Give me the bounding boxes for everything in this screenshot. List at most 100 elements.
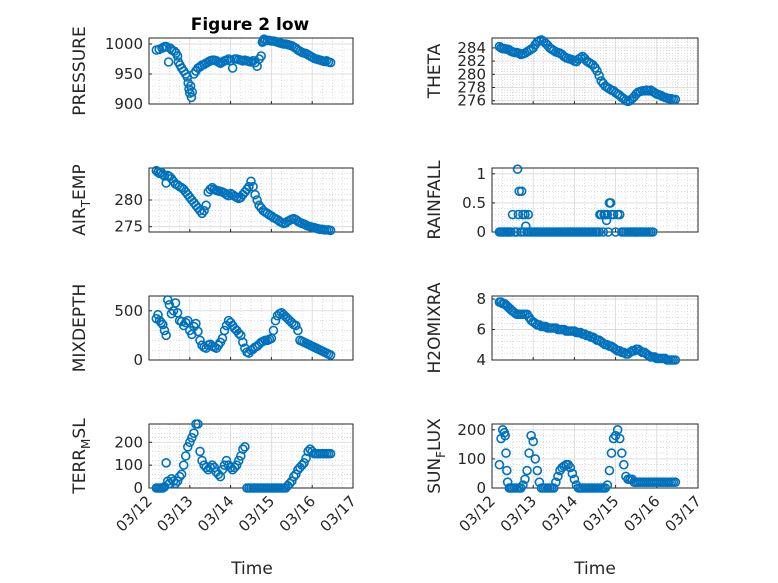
y-axis-label: TERRMSL [70, 418, 93, 495]
x-tick-label: 03/16 [276, 492, 319, 535]
data-point [291, 469, 301, 480]
data-point [193, 326, 203, 337]
data-point [532, 465, 543, 476]
data-point [325, 225, 336, 236]
data-point [187, 432, 197, 443]
data-point [158, 319, 168, 330]
data-point [548, 483, 559, 493]
axes-box [148, 37, 354, 105]
y-tick-label: 0 [476, 223, 486, 241]
data-point [518, 480, 528, 490]
data-point [207, 460, 218, 470]
data-point [195, 446, 205, 457]
data-point [250, 189, 260, 200]
y-tick-label: 284 [457, 39, 486, 57]
data-point [619, 459, 629, 470]
data-point [289, 471, 299, 482]
data-point [153, 309, 163, 320]
axes-box [148, 295, 354, 361]
x-tick-label: 03/12 [456, 492, 499, 535]
y-tick-label: 0.5 [462, 194, 486, 212]
x-tick-label: 03/15 [579, 492, 622, 535]
data-point [244, 181, 254, 192]
plot-area [491, 167, 699, 233]
y-tick-label: 6 [476, 321, 486, 339]
plot-area [491, 295, 699, 361]
data-point [534, 320, 545, 330]
data-point [219, 325, 230, 336]
data-point [569, 474, 580, 485]
data-point [506, 227, 516, 237]
y-tick-label: 100 [114, 456, 143, 474]
data-point [559, 461, 569, 471]
y-tick-label: 1 [476, 165, 486, 183]
data-point [180, 451, 191, 461]
data-point [268, 325, 279, 336]
data-point [176, 469, 187, 480]
data-point [233, 328, 244, 339]
y-tick-label: 4 [476, 351, 486, 369]
data-point [325, 448, 336, 459]
data-point [252, 195, 262, 205]
data-point [670, 355, 681, 365]
data-point [507, 209, 518, 220]
y-tick-label: 276 [457, 92, 486, 110]
data-point [604, 465, 615, 476]
y-tick-label: 275 [114, 218, 143, 236]
data-point [553, 471, 563, 482]
y-tick-label: 500 [114, 302, 143, 320]
data-point [195, 335, 205, 346]
data-point [238, 337, 248, 348]
data-point [520, 474, 530, 485]
y-tick-label: 1000 [105, 35, 143, 53]
data-point [606, 448, 617, 458]
y-axis-label: PRESSURE [70, 26, 90, 115]
data-point [161, 458, 171, 468]
data-point [219, 460, 230, 470]
data-point [240, 442, 250, 452]
data-point [522, 465, 532, 476]
data-point [197, 208, 207, 219]
x-axis-label-left: Time [230, 559, 273, 579]
data-point [594, 70, 604, 81]
data-point [614, 209, 625, 220]
x-tick-label: 03/14 [194, 492, 237, 535]
y-tick-label: 200 [457, 421, 486, 439]
data-point [233, 455, 244, 466]
y-tick-label: 900 [114, 95, 143, 113]
y-axis-label: H2OMIXRA [425, 282, 445, 373]
data-point [293, 325, 303, 336]
x-tick-label: 03/14 [538, 492, 581, 535]
x-tick-label: 03/15 [235, 492, 278, 535]
data-point [270, 315, 281, 326]
data-point [530, 454, 541, 464]
data-point [193, 419, 203, 429]
data-point [500, 430, 510, 441]
data-point [516, 186, 527, 197]
data-point [612, 425, 623, 435]
y-axis-label: MIXDEPTH [70, 284, 90, 373]
axes-box [148, 167, 354, 233]
data-point [325, 350, 336, 360]
data-point [523, 209, 534, 220]
data-point [608, 209, 619, 220]
x-tick-label: 03/13 [497, 492, 540, 535]
y-tick-label: 280 [114, 191, 143, 209]
x-tick-label: 03/16 [620, 492, 663, 535]
data-point [494, 459, 505, 470]
data-point [528, 436, 539, 447]
data-point [602, 209, 613, 220]
data-point [185, 437, 195, 448]
axes-h2omixra: 4 6 8 H2OMIXRA [425, 282, 699, 374]
data-point [616, 448, 627, 458]
data-point [256, 51, 267, 61]
y-axis-label: RAINFALL [425, 160, 445, 240]
data-point [291, 320, 301, 331]
data-point [594, 227, 604, 237]
data-point [163, 57, 174, 67]
x-axis-label-right: Time [573, 559, 616, 579]
data-point [201, 200, 211, 211]
